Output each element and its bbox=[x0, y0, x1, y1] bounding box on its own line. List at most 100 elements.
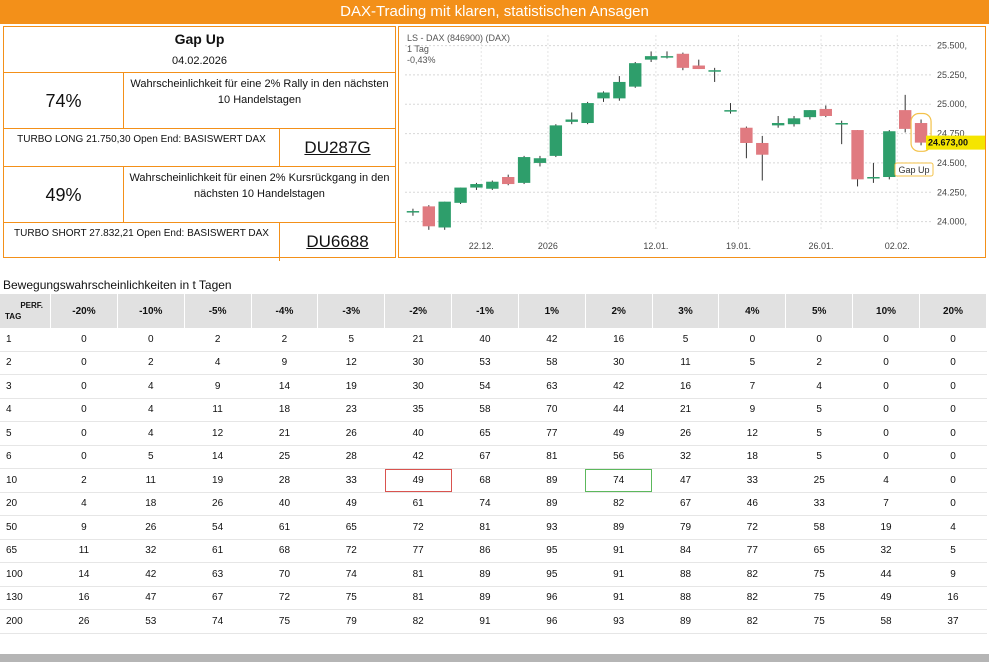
table-cell: 35 bbox=[384, 398, 452, 422]
last-price-label: 24.673,00 bbox=[928, 138, 968, 148]
table-cell: 77 bbox=[718, 539, 786, 563]
table-cell: 72 bbox=[317, 539, 385, 563]
long-turbo-code[interactable]: DU287G bbox=[280, 129, 395, 167]
table-cell: 5 bbox=[785, 398, 853, 422]
table-cell: 9 bbox=[251, 351, 318, 375]
table-cell: 5 bbox=[652, 328, 719, 352]
tag-cell: 100 bbox=[0, 562, 51, 587]
table-cell: 21 bbox=[384, 328, 452, 352]
table-cell: 19 bbox=[317, 374, 385, 399]
table-cell: 0 bbox=[852, 421, 920, 446]
table-cell: 95 bbox=[518, 539, 586, 563]
table-cell: 33 bbox=[317, 468, 385, 493]
short-turbo-code[interactable]: DU6688 bbox=[306, 232, 369, 251]
table-row: 10 2 11 19 28 33 49 68 89 74 47 33 25 4 0 bbox=[0, 468, 987, 493]
table-cell: 40 bbox=[251, 492, 318, 516]
y-tick-label: 25.500, bbox=[937, 41, 967, 51]
x-tick-label: 22.12. bbox=[469, 241, 494, 251]
table-cell: 42 bbox=[117, 562, 185, 587]
tag-cell: 5 bbox=[0, 421, 51, 446]
table-cell: 61 bbox=[251, 515, 318, 540]
table-cell: 63 bbox=[184, 562, 252, 587]
candle-body bbox=[914, 123, 928, 143]
table-cell: 2 bbox=[50, 468, 118, 493]
table-row: 50 9 26 54 61 65 72 81 93 89 79 72 58 19 4 bbox=[0, 515, 987, 540]
last-price-tag bbox=[926, 135, 985, 150]
signal-panel: Gap Up 04.02.2026 74% Wahrscheinlichkeit… bbox=[3, 26, 396, 261]
table-cell: 7 bbox=[718, 374, 786, 399]
candle-body bbox=[898, 110, 912, 129]
table-cell: 19 bbox=[852, 515, 920, 540]
table-cell: 33 bbox=[718, 468, 786, 493]
candle-body bbox=[803, 110, 817, 118]
column-header: 10% bbox=[852, 294, 920, 328]
table-cell: 5 bbox=[785, 445, 853, 469]
table-cell: 89 bbox=[451, 586, 519, 610]
column-header: 20% bbox=[919, 294, 988, 328]
column-header: 2% bbox=[585, 294, 653, 328]
table-cell: 42 bbox=[384, 445, 452, 469]
table-cell: 65 bbox=[451, 421, 519, 446]
table-cell: 5 bbox=[718, 351, 786, 375]
y-tick-label: 25.000, bbox=[937, 99, 967, 109]
tag-cell: 130 bbox=[0, 586, 51, 610]
table-cell: 74 bbox=[451, 492, 519, 516]
table-cell: 46 bbox=[718, 492, 786, 516]
table-cell: 56 bbox=[585, 445, 653, 469]
tag-cell: 3 bbox=[0, 374, 51, 399]
candle-body bbox=[517, 157, 531, 183]
corner-perf-label: PERF. bbox=[20, 301, 43, 310]
table-cell: 93 bbox=[585, 609, 653, 634]
table-cell: 58 bbox=[451, 398, 519, 422]
column-header: 5% bbox=[785, 294, 854, 328]
gap-up-label: Gap Up bbox=[898, 165, 929, 175]
tag-cell: 2 bbox=[0, 351, 51, 375]
table-cell: 65 bbox=[317, 515, 385, 540]
candle-body bbox=[406, 211, 420, 213]
table-cell: 37 bbox=[919, 609, 987, 634]
table-cell: 47 bbox=[652, 468, 719, 493]
table-cell: 4 bbox=[117, 374, 185, 399]
candle-body bbox=[438, 201, 451, 228]
table-row: 3 0 4 9 14 19 30 54 63 42 16 7 4 0 0 bbox=[0, 374, 987, 399]
table-cell: 74 bbox=[585, 468, 653, 493]
gap-up-label-box bbox=[894, 162, 934, 177]
table-cell: 91 bbox=[585, 562, 653, 587]
table-row: 100 14 42 63 70 74 81 89 95 91 88 82 75 44 9 bbox=[0, 562, 987, 587]
bottom-bar bbox=[0, 654, 989, 662]
table-cell: 0 bbox=[785, 328, 853, 352]
table-cell: 26 bbox=[317, 421, 385, 446]
table-cell: 91 bbox=[451, 609, 519, 634]
table-cell: 5 bbox=[117, 445, 185, 469]
chart-subtitle: 1 Tag bbox=[407, 44, 429, 54]
candle-body bbox=[565, 119, 578, 122]
table-cell: 89 bbox=[518, 492, 586, 516]
table-row: 130 16 47 67 72 75 81 89 96 91 88 82 75 49 16 bbox=[0, 586, 987, 610]
candle-body bbox=[597, 92, 610, 99]
tag-cell: 50 bbox=[0, 515, 51, 540]
candle-body bbox=[454, 187, 467, 203]
table-cell: 21 bbox=[251, 421, 318, 446]
x-tick-label: 26.01. bbox=[809, 241, 834, 251]
table-cell: 0 bbox=[852, 328, 920, 352]
table-cell: 4 bbox=[50, 492, 118, 516]
table-cell: 67 bbox=[652, 492, 719, 516]
table-cell: 0 bbox=[50, 351, 118, 375]
y-tick-label: 25.250, bbox=[937, 70, 967, 80]
table-cell: 9 bbox=[50, 515, 118, 540]
table-cell: 9 bbox=[919, 562, 987, 587]
candle-body bbox=[581, 103, 594, 124]
table-cell: 2 bbox=[184, 328, 252, 352]
table-cell: 91 bbox=[585, 586, 653, 610]
table-cell: 28 bbox=[317, 445, 385, 469]
table-cell: 82 bbox=[718, 609, 786, 634]
table-cell: 12 bbox=[718, 421, 786, 446]
candle-body bbox=[422, 206, 436, 227]
table-cell: 61 bbox=[384, 492, 452, 516]
table-cell: 12 bbox=[317, 351, 385, 375]
table-cell: 14 bbox=[184, 445, 252, 469]
tag-cell: 65 bbox=[0, 539, 51, 563]
table-cell: 5 bbox=[785, 421, 853, 446]
table-cell: 4 bbox=[184, 351, 252, 375]
table-row: 1 0 0 2 2 5 21 40 42 16 5 0 0 0 0 bbox=[0, 328, 987, 352]
